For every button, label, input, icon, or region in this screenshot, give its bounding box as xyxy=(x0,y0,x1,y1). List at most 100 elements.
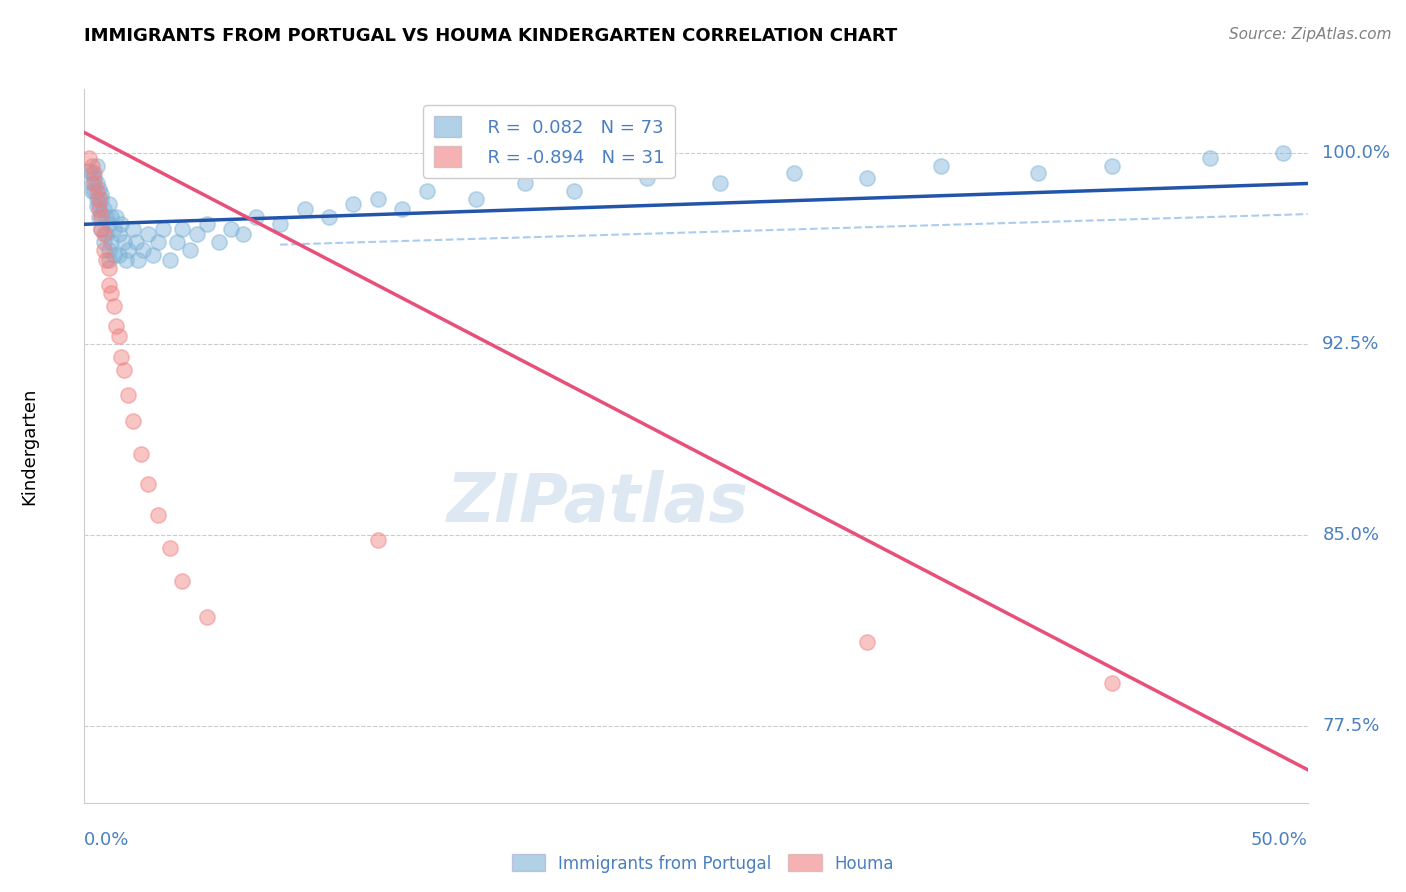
Point xyxy=(208,235,231,249)
Point xyxy=(856,171,879,186)
Point xyxy=(166,235,188,249)
Point xyxy=(159,541,181,555)
Point xyxy=(146,508,169,522)
Point xyxy=(96,210,118,224)
Point xyxy=(86,184,108,198)
Point xyxy=(110,350,132,364)
Point xyxy=(86,177,108,191)
Point xyxy=(195,609,218,624)
Point xyxy=(86,199,108,213)
Point xyxy=(127,252,149,267)
Point xyxy=(97,278,120,293)
Point xyxy=(80,166,103,180)
Point xyxy=(107,329,129,343)
Point xyxy=(146,235,169,249)
Point xyxy=(464,192,486,206)
Point xyxy=(125,235,148,249)
Point xyxy=(112,235,135,249)
Point xyxy=(87,197,110,211)
Point xyxy=(77,151,100,165)
Point xyxy=(87,210,110,224)
Point xyxy=(107,248,129,262)
Point xyxy=(93,202,115,216)
Point xyxy=(100,286,122,301)
Point xyxy=(367,533,389,548)
Point xyxy=(83,171,105,186)
Point xyxy=(636,171,658,186)
Point xyxy=(103,222,125,236)
Point xyxy=(112,362,135,376)
Point xyxy=(232,227,254,242)
Point xyxy=(97,197,120,211)
Text: 100.0%: 100.0% xyxy=(1322,144,1391,162)
Point xyxy=(107,227,129,242)
Point xyxy=(87,202,110,216)
Point xyxy=(172,222,194,236)
Point xyxy=(129,447,152,461)
Text: 85.0%: 85.0% xyxy=(1322,526,1379,544)
Point xyxy=(100,235,122,249)
Point xyxy=(83,177,105,191)
Text: ZIPatlas: ZIPatlas xyxy=(447,470,749,536)
Point xyxy=(115,252,138,267)
Text: 0.0%: 0.0% xyxy=(84,831,129,849)
Point xyxy=(391,202,413,216)
Point xyxy=(709,177,731,191)
Text: Kindergarten: Kindergarten xyxy=(20,387,38,505)
Point xyxy=(219,222,242,236)
Text: 92.5%: 92.5% xyxy=(1322,335,1379,353)
Point xyxy=(152,222,174,236)
Point xyxy=(96,252,118,267)
Point xyxy=(179,243,201,257)
Point xyxy=(367,192,389,206)
Point xyxy=(342,197,364,211)
Legend: Immigrants from Portugal, Houma: Immigrants from Portugal, Houma xyxy=(505,847,901,880)
Point xyxy=(142,248,165,262)
Point xyxy=(159,252,181,267)
Point xyxy=(93,235,115,249)
Point xyxy=(93,227,115,242)
Point xyxy=(87,192,110,206)
Point xyxy=(77,163,100,178)
Point xyxy=(100,210,122,224)
Text: 50.0%: 50.0% xyxy=(1251,831,1308,849)
Point xyxy=(80,177,103,191)
Point xyxy=(929,159,952,173)
Point xyxy=(269,217,291,231)
Point xyxy=(117,243,139,257)
Point xyxy=(1198,151,1220,165)
Text: Source: ZipAtlas.com: Source: ZipAtlas.com xyxy=(1229,27,1392,42)
Point xyxy=(117,388,139,402)
Point xyxy=(136,227,159,242)
Point xyxy=(96,227,118,242)
Point xyxy=(195,217,218,231)
Point xyxy=(87,181,110,195)
Legend:   R =  0.082   N = 73,   R = -0.894   N = 31: R = 0.082 N = 73, R = -0.894 N = 31 xyxy=(423,105,675,178)
Point xyxy=(90,222,112,236)
Point xyxy=(245,210,267,224)
Point xyxy=(105,319,128,334)
Point xyxy=(103,299,125,313)
Point xyxy=(83,184,105,198)
Text: 77.5%: 77.5% xyxy=(1322,717,1379,735)
Point xyxy=(856,635,879,649)
Point xyxy=(90,192,112,206)
Point xyxy=(562,184,585,198)
Point xyxy=(97,243,120,257)
Point xyxy=(105,210,128,224)
Point xyxy=(97,217,120,231)
Point xyxy=(172,574,194,588)
Point xyxy=(86,192,108,206)
Point xyxy=(1101,676,1123,690)
Point xyxy=(132,243,155,257)
Point xyxy=(1101,159,1123,173)
Point xyxy=(80,159,103,173)
Point xyxy=(136,477,159,491)
Point xyxy=(80,184,103,198)
Point xyxy=(186,227,208,242)
Point xyxy=(1028,166,1050,180)
Text: IMMIGRANTS FROM PORTUGAL VS HOUMA KINDERGARTEN CORRELATION CHART: IMMIGRANTS FROM PORTUGAL VS HOUMA KINDER… xyxy=(84,27,897,45)
Point xyxy=(513,177,536,191)
Point xyxy=(318,210,340,224)
Point xyxy=(110,217,132,231)
